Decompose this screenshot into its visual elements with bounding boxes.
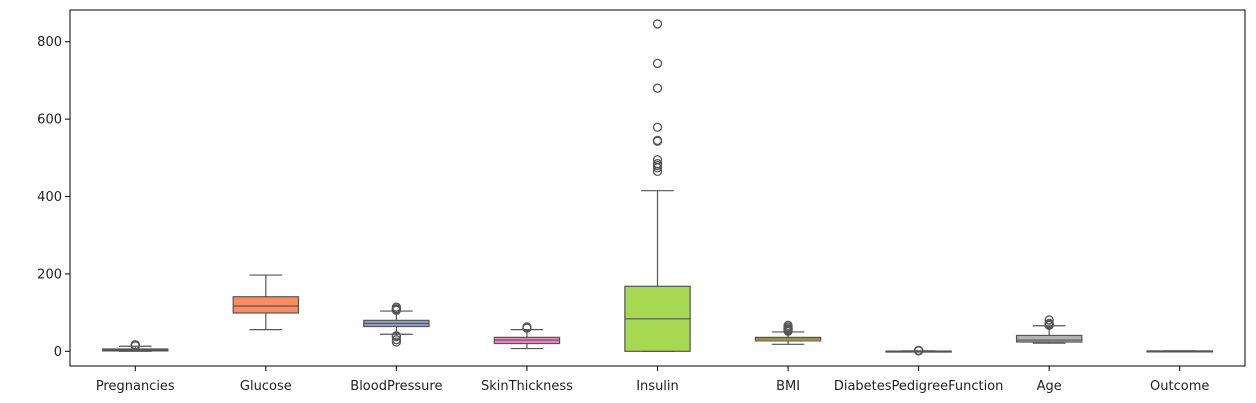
outlier-point (652, 83, 663, 93)
outlier-point (1044, 318, 1054, 329)
x-tick-label: BloodPressure (350, 379, 442, 394)
x-axis: Pregnancies Glucose BloodPressure SkinThick… (96, 366, 1209, 394)
box-DiabetesPedigreeFunction (885, 345, 952, 356)
x-tick-label: BMI (776, 379, 800, 394)
y-tick-label: 600 (37, 113, 62, 128)
outlier-point (391, 331, 402, 341)
outlier-point (130, 340, 140, 350)
outlier-point (652, 135, 663, 146)
box-Glucose (232, 274, 300, 331)
outlier-point (652, 19, 663, 29)
box-Age (1015, 315, 1083, 344)
box-Pregnancies (102, 340, 169, 352)
y-tick-label: 0 (54, 345, 62, 360)
y-tick-label: 200 (37, 267, 62, 282)
iqr-box (232, 296, 300, 314)
outlier-point (652, 155, 663, 165)
outlier-point (522, 322, 532, 332)
outlier-point (391, 335, 402, 345)
box-BMI (754, 320, 822, 345)
x-tick-label: Insulin (636, 379, 679, 394)
boxes (102, 19, 1213, 356)
outlier-point (783, 320, 793, 331)
x-tick-label: SkinThickness (481, 379, 573, 394)
x-tick-label: Outcome (1150, 379, 1209, 394)
plot-frame (69, 9, 1246, 367)
box-Insulin (624, 19, 691, 352)
box-SkinThickness (493, 322, 561, 350)
box-Outcome (1146, 350, 1213, 353)
x-tick-label: Glucose (240, 379, 292, 394)
x-tick-label: DiabetesPedigreeFunction (834, 379, 1004, 394)
iqr-box (1015, 334, 1083, 343)
outlier-point (652, 122, 663, 132)
box-BloodPressure (363, 302, 430, 347)
x-tick-label: Pregnancies (96, 379, 175, 394)
y-tick-label: 400 (37, 190, 62, 205)
x-tick-label: Age (1037, 379, 1062, 394)
y-tick-label: 800 (37, 35, 62, 50)
outlier-point (652, 58, 663, 69)
y-axis: 0 200 400 600 800 (37, 35, 70, 360)
outlier-point (652, 158, 663, 169)
outlier-point (1044, 315, 1054, 325)
outlier-point (913, 345, 924, 356)
outlier-point (391, 302, 402, 312)
